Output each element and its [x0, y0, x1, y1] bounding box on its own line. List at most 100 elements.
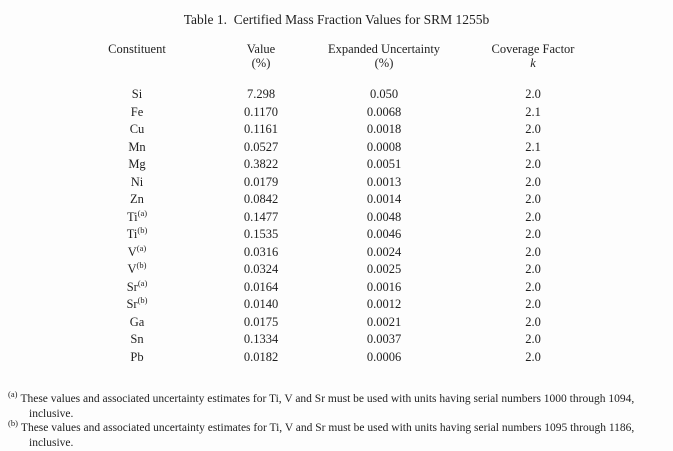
constituent-symbol: Mn — [128, 139, 146, 154]
cell-coverage-factor: 2.0 — [525, 279, 541, 294]
constituent-symbol: V — [127, 262, 137, 276]
table-row: Ti(b) 0.1535 0.0046 2.0 — [62, 226, 673, 244]
cell-coverage-factor: 2.0 — [525, 87, 541, 101]
constituent-symbol: Sr — [126, 297, 138, 311]
cell-constituent: Ni — [62, 174, 212, 192]
cell-value: 0.3822 — [243, 157, 279, 171]
cell-constituent: Sr(a) — [62, 277, 212, 297]
cell-constituent: V(b) — [62, 261, 212, 279]
constituent-footnote-marker: (a) — [137, 207, 148, 218]
constituent-symbol: Ti — [126, 209, 138, 224]
cell-constituent: Si — [62, 86, 212, 104]
constituent-symbol: Fe — [130, 104, 144, 119]
constituent-symbol: Ni — [130, 174, 144, 189]
cell-value: 0.1161 — [244, 122, 278, 136]
cell-value: 0.0527 — [243, 139, 279, 154]
cell-value: 0.1535 — [243, 227, 279, 241]
cell-value: 0.0316 — [243, 244, 279, 259]
cell-coverage-factor: 2.0 — [525, 227, 541, 241]
cell-constituent: V(a) — [62, 242, 212, 262]
constituent-symbol: Mg — [128, 157, 146, 171]
footnotes-section: (a) These values and associated uncertain… — [8, 389, 660, 450]
table-row: V(a) 0.0316 0.0024 2.0 — [62, 242, 673, 262]
constituent-symbol: Sr — [126, 279, 138, 294]
table-row: Sn 0.1334 0.0037 2.0 — [62, 331, 673, 349]
footnote-a-text: These values and associated uncertainty … — [20, 393, 635, 420]
cell-constituent: Ti(a) — [62, 207, 212, 227]
cell-uncertainty: 0.0021 — [366, 314, 402, 329]
cell-constituent: Sr(b) — [62, 296, 212, 314]
cell-coverage-factor: 2.0 — [525, 209, 541, 224]
cell-coverage-factor: 2.0 — [525, 192, 541, 206]
constituent-symbol: Zn — [130, 192, 144, 206]
cell-constituent: Ga — [62, 314, 212, 332]
constituent-footnote-marker: (b) — [137, 294, 148, 305]
header-coverage-factor-symbol: k — [530, 56, 536, 70]
header-value-unit: (%) — [251, 56, 271, 70]
cell-constituent: Sn — [62, 331, 212, 349]
cell-value: 0.0179 — [243, 174, 279, 189]
cell-constituent: Cu — [62, 121, 212, 139]
constituent-symbol: Pb — [130, 349, 144, 364]
footnote-b-text: These values and associated uncertainty … — [20, 422, 635, 449]
constituent-footnote-marker: (a) — [136, 242, 147, 253]
footnote-a: (a) These values and associated uncertain… — [8, 389, 660, 421]
header-expanded-uncertainty-unit: (%) — [374, 56, 394, 70]
table-row: Pb 0.0182 0.0006 2.0 — [62, 349, 673, 367]
footnote-a-marker: (a) — [8, 389, 18, 400]
cell-coverage-factor: 2.0 — [525, 262, 541, 276]
cell-coverage-factor: 2.0 — [525, 332, 541, 346]
table-header-row: Constituent Value (%) Expanded Uncertain… — [62, 42, 673, 70]
cell-coverage-factor: 2.0 — [525, 244, 541, 259]
cell-value: 0.0182 — [243, 349, 279, 364]
cell-coverage-factor: 2.0 — [525, 157, 541, 171]
table-row: Ni 0.0179 0.0013 2.0 — [62, 174, 673, 192]
table-row: Sr(a) 0.0164 0.0016 2.0 — [62, 277, 673, 297]
cell-uncertainty: 0.050 — [369, 87, 399, 101]
cell-uncertainty: 0.0024 — [366, 244, 402, 259]
header-expanded-uncertainty-line1: Expanded Uncertainty — [327, 42, 441, 56]
header-coverage-factor-line1: Coverage Factor — [491, 42, 575, 56]
cell-value: 7.298 — [246, 87, 276, 101]
constituent-footnote-marker: (a) — [137, 277, 148, 288]
cell-uncertainty: 0.0046 — [366, 227, 402, 241]
table-row: Sr(b) 0.0140 0.0012 2.0 — [62, 296, 673, 314]
cell-value: 0.1477 — [243, 209, 279, 224]
cell-constituent: Ti(b) — [62, 226, 212, 244]
constituent-symbol: Si — [131, 87, 143, 101]
cell-uncertainty: 0.0016 — [366, 279, 402, 294]
header-coverage-factor: Coverage Factor k — [458, 42, 608, 70]
table-row: Cu 0.1161 0.0018 2.0 — [62, 121, 673, 139]
cell-uncertainty: 0.0012 — [366, 297, 402, 311]
table-row: Ga 0.0175 0.0021 2.0 — [62, 314, 673, 332]
cell-uncertainty: 0.0006 — [366, 349, 402, 364]
constituent-symbol: V — [127, 244, 137, 259]
cell-value: 0.1170 — [244, 104, 278, 119]
constituent-footnote-marker: (b) — [136, 259, 147, 270]
cell-constituent: Mn — [62, 139, 212, 157]
table-row: Fe 0.1170 0.0068 2.1 — [62, 104, 673, 122]
cell-uncertainty: 0.0037 — [366, 332, 402, 346]
cell-uncertainty: 0.0025 — [366, 262, 402, 276]
cell-value: 0.0842 — [243, 192, 279, 206]
cell-constituent: Zn — [62, 191, 212, 209]
cell-coverage-factor: 2.0 — [525, 349, 541, 364]
table-body: Si 7.298 0.050 2.0 Fe 0.1170 0.0068 2.1 … — [62, 86, 673, 366]
header-value-line1: Value — [246, 42, 276, 56]
footnote-b-marker: (b) — [8, 418, 18, 429]
cell-coverage-factor: 2.0 — [525, 314, 541, 329]
header-value: Value (%) — [212, 42, 310, 70]
cell-value: 0.1334 — [243, 332, 279, 346]
constituent-symbol: Sn — [130, 332, 144, 346]
cell-value: 0.0164 — [243, 279, 279, 294]
cell-uncertainty: 0.0018 — [366, 122, 402, 136]
cell-uncertainty: 0.0051 — [366, 157, 402, 171]
cell-constituent: Fe — [62, 104, 212, 122]
table-row: Ti(a) 0.1477 0.0048 2.0 — [62, 207, 673, 227]
cell-constituent: Pb — [62, 349, 212, 367]
cell-value: 0.0175 — [243, 314, 279, 329]
cell-uncertainty: 0.0048 — [366, 209, 402, 224]
cell-coverage-factor: 2.0 — [525, 297, 541, 311]
footnote-b: (b) These values and associated uncertain… — [8, 418, 660, 450]
table-row: Mn 0.0527 0.0008 2.1 — [62, 139, 673, 157]
